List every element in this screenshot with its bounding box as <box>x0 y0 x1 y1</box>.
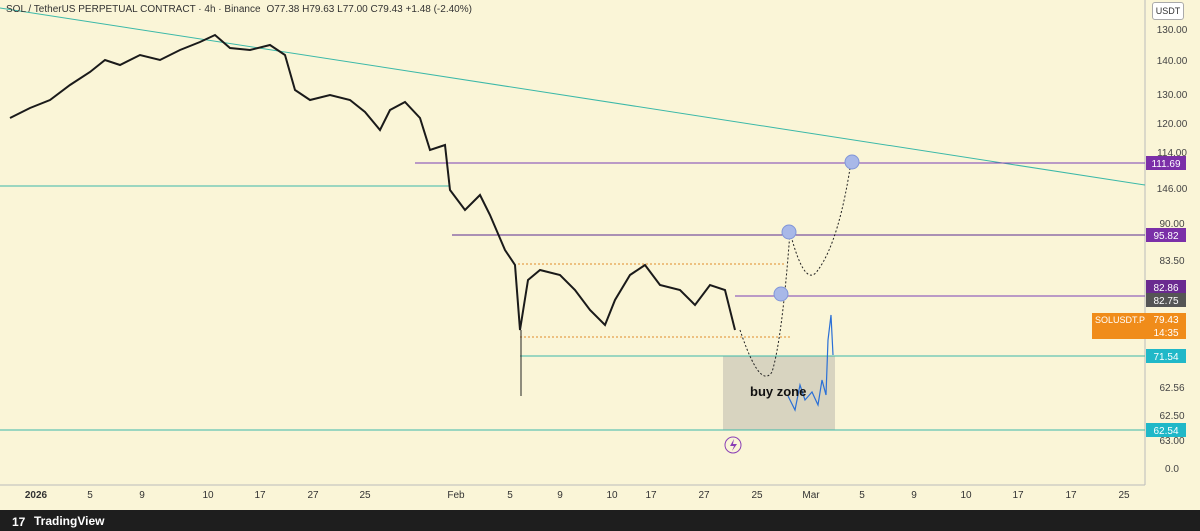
time-label: 10 <box>960 490 972 501</box>
price-tag <box>1146 349 1186 363</box>
price-tag-label: 71.54 <box>1153 352 1178 363</box>
brand: TradingView <box>34 514 105 528</box>
scenario-path <box>787 314 834 412</box>
ohlc: O77.38 H79.63 L77.00 C79.43 +1.48 (-2.40… <box>266 4 472 15</box>
price-label: 90.00 <box>1159 219 1184 230</box>
price-tag-label: 62.54 <box>1153 426 1178 437</box>
time-label: 2026 <box>25 490 48 501</box>
time-label: 5 <box>859 490 865 501</box>
time-label: 17 <box>645 490 657 501</box>
price-tag-label: 111.69 <box>1151 159 1181 170</box>
projection-path <box>739 154 853 377</box>
time-label: 10 <box>606 490 618 501</box>
target-marker <box>773 286 789 302</box>
time-label: 17 <box>1012 490 1024 501</box>
time-label: Mar <box>802 490 820 501</box>
price-tag <box>1146 228 1186 242</box>
time-label: 17 <box>254 490 266 501</box>
footer: 17 TradingView <box>0 510 1200 531</box>
currency-button[interactable]: USDT <box>1152 2 1184 20</box>
annotation: buy zone <box>750 384 806 399</box>
price-tag <box>1146 280 1186 294</box>
price-tag <box>1146 293 1186 307</box>
time-label: 5 <box>507 490 513 501</box>
symbol: SOL / TetherUS PERPETUAL CONTRACT · 4h ·… <box>6 4 261 15</box>
price-label: 83.50 <box>1159 256 1184 267</box>
price-label: 130.00 <box>1157 90 1188 101</box>
flash-icon-glyph <box>730 439 737 451</box>
logo: 17 <box>12 515 26 529</box>
time-label: 25 <box>751 490 763 501</box>
trend-line <box>0 7 1146 186</box>
price-tag-label: 82.86 <box>1153 283 1178 294</box>
price-label: 62.50 <box>1159 411 1184 422</box>
price-label: 114.00 <box>1157 148 1187 159</box>
price-label: 130.00 <box>1157 25 1188 36</box>
target-marker <box>844 154 860 170</box>
time-label: 9 <box>911 490 917 501</box>
countdown: 14:35 <box>1153 328 1178 339</box>
price-label: 140.00 <box>1157 56 1188 67</box>
last-price-tag <box>1092 313 1186 339</box>
price-label: 62.56 <box>1159 383 1184 394</box>
time-label: 9 <box>557 490 563 501</box>
price-label: 120.00 <box>1157 119 1188 130</box>
price-label: 63.00 <box>1159 436 1184 447</box>
chart: buy zone 130.00140.00130.00120.00114.001… <box>0 0 1200 501</box>
time-label: Feb <box>447 490 465 501</box>
price-tag-label: 82.75 <box>1153 296 1178 307</box>
target-marker <box>781 224 797 240</box>
time-label: 9 <box>139 490 145 501</box>
time-label: 25 <box>359 490 371 501</box>
time-label: 27 <box>307 490 319 501</box>
flash-icon <box>724 436 742 454</box>
time-label: 27 <box>698 490 710 501</box>
time-label: 25 <box>1118 490 1130 501</box>
header: SOL / TetherUS PERPETUAL CONTRACT · 4h ·… <box>6 4 478 15</box>
price-label: 146.00 <box>1157 184 1188 195</box>
buy-zone-box <box>723 356 835 430</box>
price-tag-label: 95.82 <box>1153 231 1178 242</box>
last-price: 79.43 <box>1153 315 1178 326</box>
time-label: 5 <box>87 490 93 501</box>
time-label: 17 <box>1065 490 1077 501</box>
price-label: 0.0 <box>1165 464 1179 475</box>
price-tag <box>1146 423 1186 437</box>
price-series <box>9 33 736 331</box>
time-label: 10 <box>202 490 214 501</box>
last-symbol: SOLUSDT.P <box>1095 315 1145 325</box>
price-tag <box>1146 156 1186 170</box>
price-axis-bg <box>1145 0 1200 485</box>
